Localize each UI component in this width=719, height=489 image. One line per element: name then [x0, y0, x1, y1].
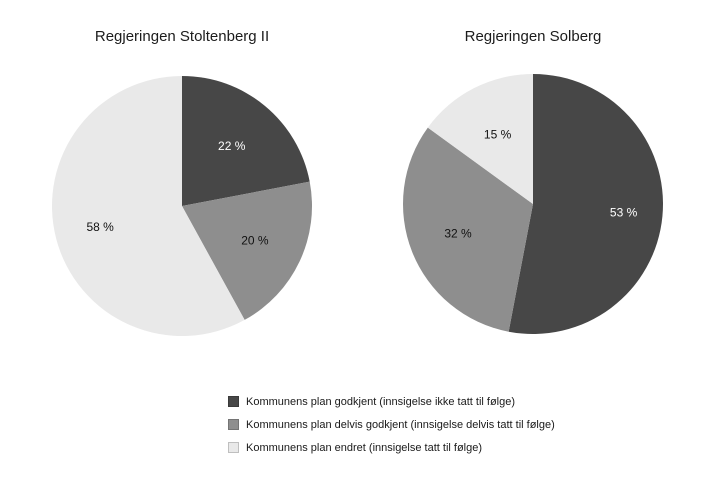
legend: Kommunens plan godkjent (innsigelse ikke…: [228, 395, 555, 464]
pie-chart-solberg: 53 % 32 % 15 %: [403, 74, 663, 334]
slice-percentage-label: 53 %: [610, 206, 638, 220]
legend-label-delvis-godkjent: Kommunens plan delvis godkjent (innsigel…: [246, 418, 555, 431]
slice-percentage-label: 58 %: [86, 220, 114, 234]
pie-slice: [508, 74, 663, 334]
legend-swatch-godkjent: [228, 396, 239, 407]
pie-slice: [52, 76, 245, 336]
legend-swatch-endret: [228, 442, 239, 453]
legend-item: Kommunens plan delvis godkjent (innsigel…: [228, 418, 555, 431]
pie-slice: [427, 74, 533, 204]
chart-title-solberg: Regjeringen Solberg: [464, 28, 602, 45]
chart-title-stoltenberg: Regjeringen Stoltenberg II: [94, 28, 270, 45]
pie-slice: [403, 127, 533, 332]
legend-item: Kommunens plan endret (innsigelse tatt t…: [228, 441, 555, 454]
legend-item: Kommunens plan godkjent (innsigelse ikke…: [228, 395, 555, 408]
slice-percentage-label: 15 %: [484, 128, 512, 142]
pie-slice: [182, 181, 312, 320]
legend-label-endret: Kommunens plan endret (innsigelse tatt t…: [246, 441, 483, 454]
pie-chart-stoltenberg: 22 % 20 % 58 %: [52, 76, 312, 336]
slice-percentage-label: 22 %: [218, 139, 246, 153]
legend-swatch-delvis-godkjent: [228, 419, 239, 430]
slice-percentage-label: 20 %: [241, 233, 269, 247]
slice-percentage-label: 32 %: [444, 227, 472, 241]
pie-slice: [182, 76, 310, 206]
legend-label-godkjent: Kommunens plan godkjent (innsigelse ikke…: [246, 395, 516, 408]
